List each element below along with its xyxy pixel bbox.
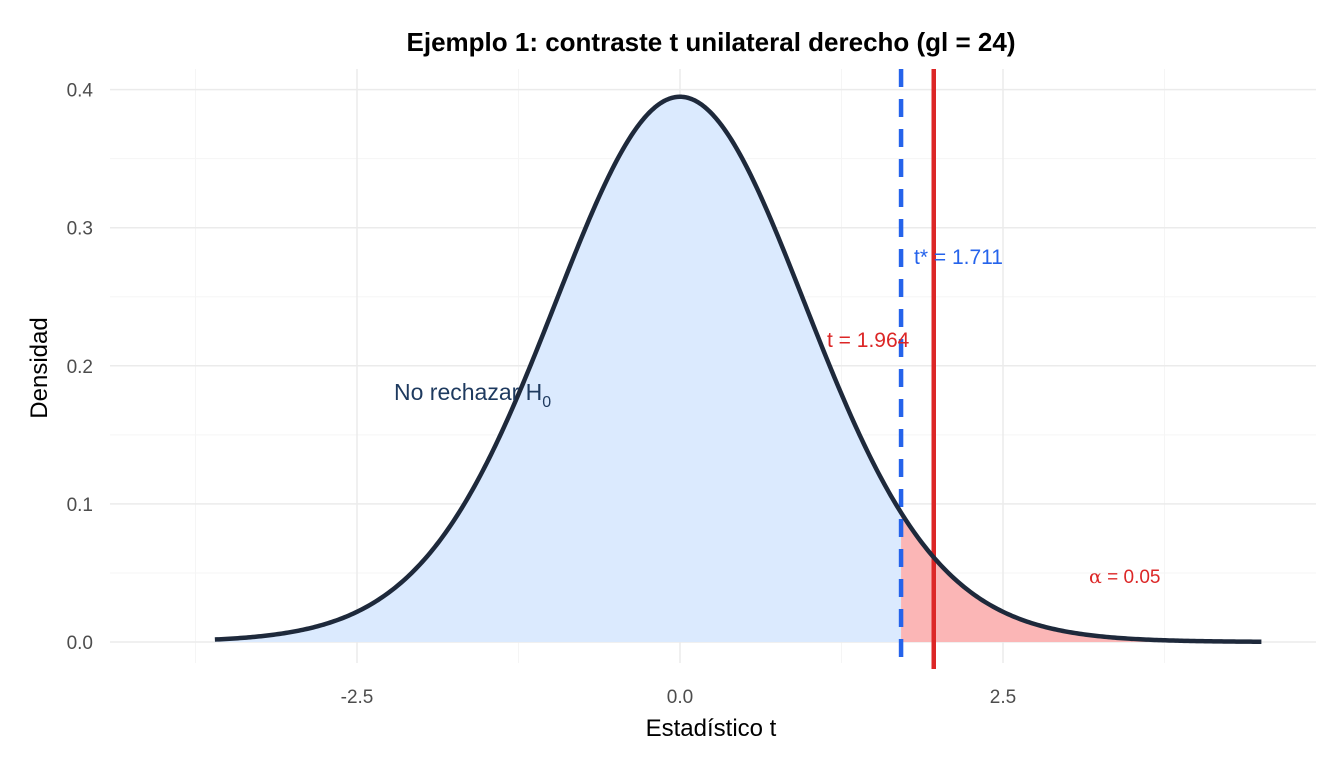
y-tick-label: 0.3 [67,219,93,240]
y-tick-label: 0.2 [67,357,93,378]
accept-region-label-subscript: 0 [542,394,551,411]
critical-value-label: t* = 1.711 [914,246,1003,269]
density-curve [214,94,1262,644]
axis-ticks: -2.5 0.0 2.5 0.0 0.1 0.2 0.3 0.4 [67,81,1017,708]
y-axis-title: Densidad [26,317,53,418]
accept-region-label-text: No rechazar H [394,379,542,405]
y-tick-label: 0.4 [67,81,94,102]
accept-region-area [214,96,902,642]
x-tick-label: 2.5 [990,687,1016,708]
y-tick-label: 0.1 [67,495,93,516]
rejection-region-area [901,512,1262,642]
x-axis-title: Estadístico t [646,715,777,742]
x-tick-label: 0.0 [667,687,693,708]
alpha-label: α = 0.05 [1089,566,1160,588]
accept-region-label: No rechazar H0 [394,379,551,411]
alpha-value: = 0.05 [1102,567,1161,588]
observed-t-label: t = 1.964 [827,329,910,352]
y-tick-label: 0.0 [67,633,93,654]
alpha-symbol: α [1089,566,1102,588]
x-tick-label: -2.5 [341,687,374,708]
chart-title: Ejemplo 1: contraste t unilateral derech… [407,27,1016,57]
